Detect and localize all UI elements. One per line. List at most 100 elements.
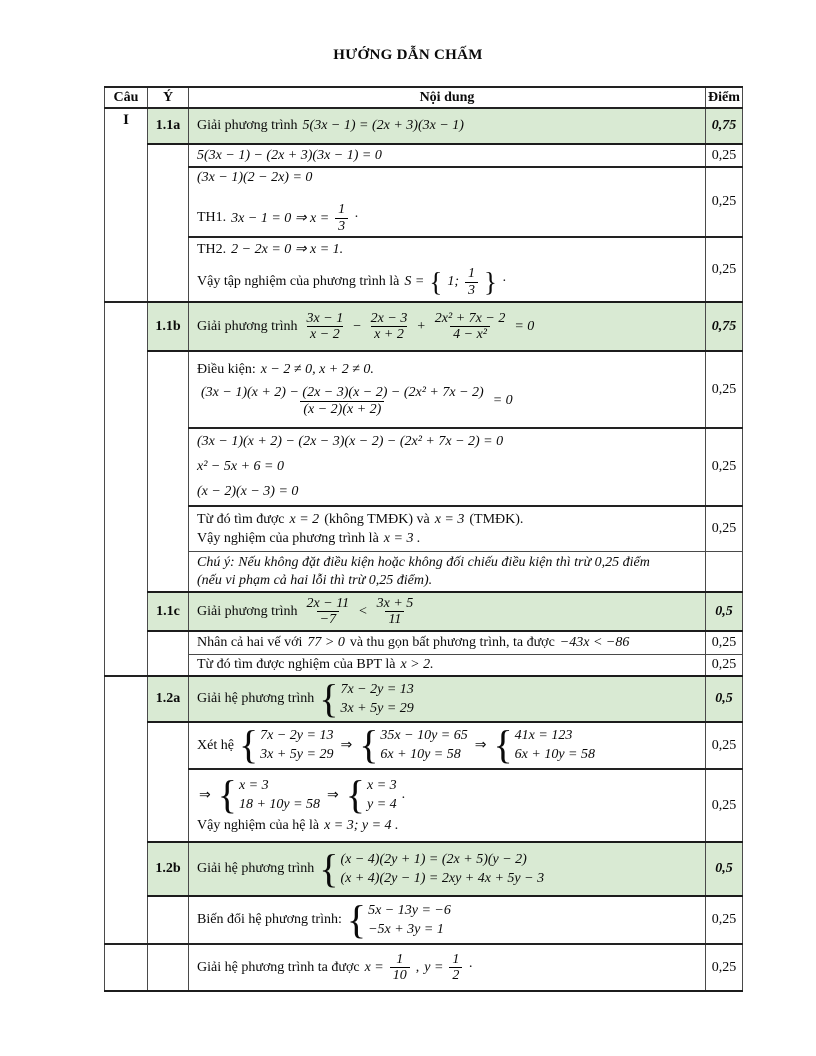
math-segment: 2 − 2x = 0 ⇒ x = 1. xyxy=(231,242,344,258)
fraction-denominator: 3 xyxy=(335,217,349,235)
part-label-1-1a: 1.1a xyxy=(147,107,189,145)
content-cell: Giải hệ phương trình ta được x = 1 10 , y… xyxy=(188,943,706,992)
system-equation: 41x = 123 xyxy=(514,728,573,744)
math-segment: 5(3x − 1) − (2x + 3)(3x − 1) = 0 xyxy=(197,147,382,163)
score-cell: 0,75 xyxy=(705,107,743,145)
math-segment: = 0 xyxy=(492,393,513,409)
content-cell: Giải phương trình 2x − 11 −7 < 3x + 5 11 xyxy=(188,591,706,633)
table-row: Biến đổi hệ phương trình: {5x − 13y = −6… xyxy=(105,895,743,945)
table-row: 5(3x − 1) − (2x + 3)(3x − 1) = 0 0,25 xyxy=(105,142,743,303)
content-cell: (3x − 1)(x + 2) − (2x − 3)(x − 2) − (2x²… xyxy=(188,427,706,507)
system-brace: { xyxy=(238,722,259,768)
text-segment: Giải hệ phương trình xyxy=(197,861,315,877)
fraction-denominator: 10 xyxy=(389,967,410,984)
text-segment: Giải hệ phương trình ta được xyxy=(197,959,360,975)
equation-system: {41x = 123 6x + 10y = 58 xyxy=(493,722,595,768)
table-row: 1.2a Giải hệ phương trình {7x − 2y = 13 3… xyxy=(104,675,743,945)
column-header-y: Ý xyxy=(147,86,189,109)
content-cell: Giải hệ phương trình {(x − 4)(2y + 1) = … xyxy=(188,841,706,898)
end-dot: . xyxy=(401,787,406,803)
content-cell: TH2. 2 − 2x = 0 ⇒ x = 1. Vậy tập nghiệm … xyxy=(188,236,706,303)
table-row: Từ đó tìm được nghiệm của BPT là x > 2. … xyxy=(105,653,743,677)
fraction-denominator: −7 xyxy=(316,611,340,628)
fraction-denominator: 4 − x² xyxy=(450,326,490,343)
fraction-numerator: 2x² + 7x − 2 xyxy=(434,310,506,326)
page-title: HƯỚNG DẪN CHẤM xyxy=(333,47,483,63)
end-dot: · xyxy=(468,959,474,975)
score-cell: 0,5 xyxy=(705,841,743,898)
math-segment: x − 2 ≠ 0, x + 2 ≠ 0. xyxy=(260,362,374,378)
content-cell: Từ đó tìm được nghiệm của BPT là x > 2. xyxy=(188,653,706,677)
system-equation: 6x + 10y = 58 xyxy=(514,747,595,763)
column-header-cau: Câu xyxy=(104,86,148,109)
text-segment: Giải phương trình xyxy=(197,318,298,334)
system-equation: 6x + 10y = 58 xyxy=(380,747,461,763)
system-brace: { xyxy=(217,771,237,817)
table-row: Xét hệ {7x − 2y = 13 3x + 5y = 29 ⇒ {35x … xyxy=(105,721,743,843)
system-equation: 7x − 2y = 13 xyxy=(260,728,334,744)
content-cell: Điều kiện: x − 2 ≠ 0, x + 2 ≠ 0. (3x − 1… xyxy=(188,350,706,429)
system-equation: 35x − 10y = 65 xyxy=(380,728,468,744)
system-brace: { xyxy=(493,722,513,768)
part-spacer-cell xyxy=(147,943,189,992)
question-number-cell xyxy=(104,943,148,992)
math-segment: x² − 5x + 6 = 0 xyxy=(197,459,284,475)
score-cell: 0,25 xyxy=(705,505,743,552)
grading-table: Câu Ý Nội dung Điểm I 1.1a Giải phương t… xyxy=(104,86,743,993)
math-segment: (3x − 1)(2 − 2x) = 0 xyxy=(197,170,313,185)
column-header-noidung: Nội dung xyxy=(188,86,706,109)
note-text: (nếu vi phạm cả hai lỗi thì trừ 0,25 điể… xyxy=(197,572,433,588)
score-cell: 0,5 xyxy=(705,675,743,724)
table-row: 1.1c Giải phương trình 2x − 11 −7 < 3x + … xyxy=(105,591,743,633)
text-segment: Vậy tập nghiệm của phương trình là xyxy=(197,274,400,290)
math-segment: (3x − 1)(x + 2) − (2x − 3)(x − 2) − (2x²… xyxy=(197,434,504,450)
system-equation: −5x + 3y = 1 xyxy=(368,921,444,937)
question-number-cell xyxy=(104,301,148,677)
table-row: (3x − 1)(x + 2) − (2x − 3)(x − 2) − (2x²… xyxy=(105,427,743,507)
text-segment: (TMĐK). xyxy=(469,511,524,527)
table-row: Giải hệ phương trình ta được x = 1 10 , y… xyxy=(104,943,743,992)
case-label: TH2. xyxy=(197,241,227,257)
fraction-numerator: 1 xyxy=(452,951,460,967)
part-spacer-cell xyxy=(147,142,189,303)
part-spacer-cell xyxy=(147,630,189,677)
math-segment: (x − 2)(x − 3) = 0 xyxy=(197,484,299,500)
set-brace-right: } xyxy=(483,266,497,297)
math-segment: x = 3 . xyxy=(383,530,421,546)
score-cell: 0,25 xyxy=(705,165,743,238)
operator: < xyxy=(358,603,368,619)
set-element: 1; xyxy=(447,274,459,290)
math-segment: y = xyxy=(424,959,444,975)
equation-system: {5x − 13y = −6 −5x + 3y = 1 xyxy=(347,900,451,940)
text-segment: Vậy nghiệm của phương trình là xyxy=(197,530,379,546)
system-brace: { xyxy=(319,676,339,721)
math-segment: = 0 xyxy=(514,318,535,334)
fraction-denominator: x + 2 xyxy=(371,326,407,343)
score-cell: 0,25 xyxy=(705,895,743,945)
fraction-numerator: 1 xyxy=(467,266,475,282)
score-cell: 0,25 xyxy=(705,721,743,770)
part-label-1-2b: 1.2b xyxy=(147,841,189,898)
math-segment: 77 > 0 xyxy=(307,635,345,651)
table-row: (3x − 1)(2 − 2x) = 0 TH1. 3x − 1 = 0 ⇒ x… xyxy=(105,165,743,238)
question-number-cell: I xyxy=(104,106,148,303)
content-cell: Nhân cả hai vế với 77 > 0 và thu gọn bất… xyxy=(188,630,706,655)
fraction-numerator: 2x − 11 xyxy=(306,595,350,611)
text-segment: Từ đó tìm được nghiệm của BPT là xyxy=(197,657,396,673)
score-cell: 0,25 xyxy=(705,350,743,429)
math-segment: x = 3 xyxy=(434,511,465,527)
comma: , xyxy=(415,959,420,975)
equation-system: {7x − 2y = 13 3x + 5y = 29 xyxy=(319,676,414,721)
score-cell: 0,25 xyxy=(705,143,743,168)
fraction-denominator: 2 xyxy=(449,967,463,984)
fraction-denominator: 11 xyxy=(385,611,405,628)
score-cell: 0,25 xyxy=(705,236,743,303)
math-segment: S = xyxy=(404,274,425,290)
condition-label: Điều kiện: xyxy=(197,362,256,378)
table-row: 1.2b Giải hệ phương trình {(x − 4)(2y + … xyxy=(105,841,743,898)
fraction-numerator: 1 xyxy=(338,202,346,217)
